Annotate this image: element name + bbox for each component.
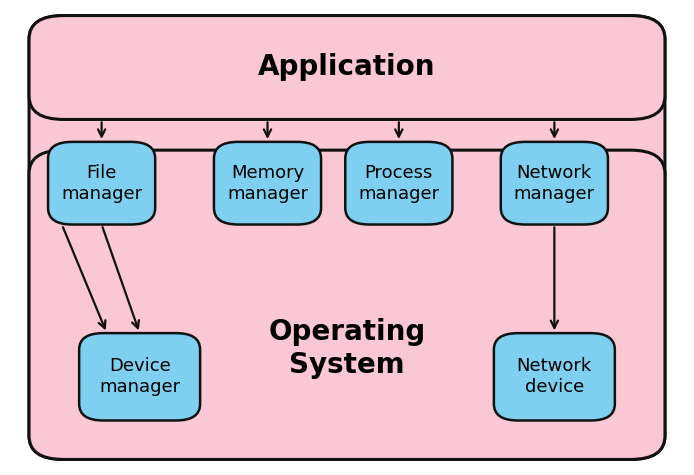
FancyBboxPatch shape <box>29 150 665 459</box>
FancyBboxPatch shape <box>29 16 665 459</box>
FancyBboxPatch shape <box>501 142 608 225</box>
FancyBboxPatch shape <box>494 333 615 420</box>
FancyBboxPatch shape <box>48 142 155 225</box>
Text: File
manager: File manager <box>61 164 142 203</box>
Text: Application: Application <box>258 53 436 81</box>
Text: Process
manager: Process manager <box>358 164 439 203</box>
Text: Memory
manager: Memory manager <box>227 164 308 203</box>
FancyBboxPatch shape <box>214 142 321 225</box>
Text: Operating
System: Operating System <box>269 318 425 379</box>
FancyBboxPatch shape <box>29 16 665 119</box>
Text: Device
manager: Device manager <box>99 357 180 396</box>
FancyBboxPatch shape <box>346 142 452 225</box>
Text: Network
manager: Network manager <box>514 164 595 203</box>
FancyBboxPatch shape <box>79 333 200 420</box>
Bar <box>29 119 665 150</box>
Text: Network
device: Network device <box>517 357 592 396</box>
